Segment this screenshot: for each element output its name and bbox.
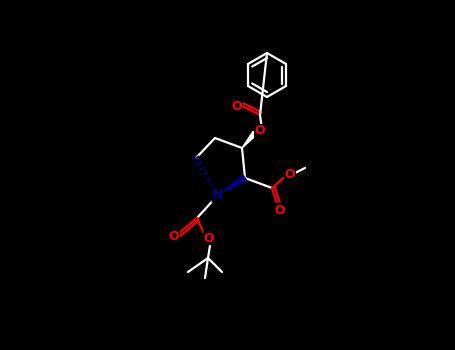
Text: O: O — [204, 231, 214, 245]
Text: N: N — [212, 188, 224, 202]
Polygon shape — [218, 175, 247, 195]
Text: O: O — [232, 99, 243, 112]
Text: O: O — [169, 230, 179, 243]
Polygon shape — [242, 131, 257, 148]
Text: O: O — [285, 168, 295, 181]
Text: O: O — [275, 203, 285, 217]
Text: O: O — [255, 125, 265, 138]
